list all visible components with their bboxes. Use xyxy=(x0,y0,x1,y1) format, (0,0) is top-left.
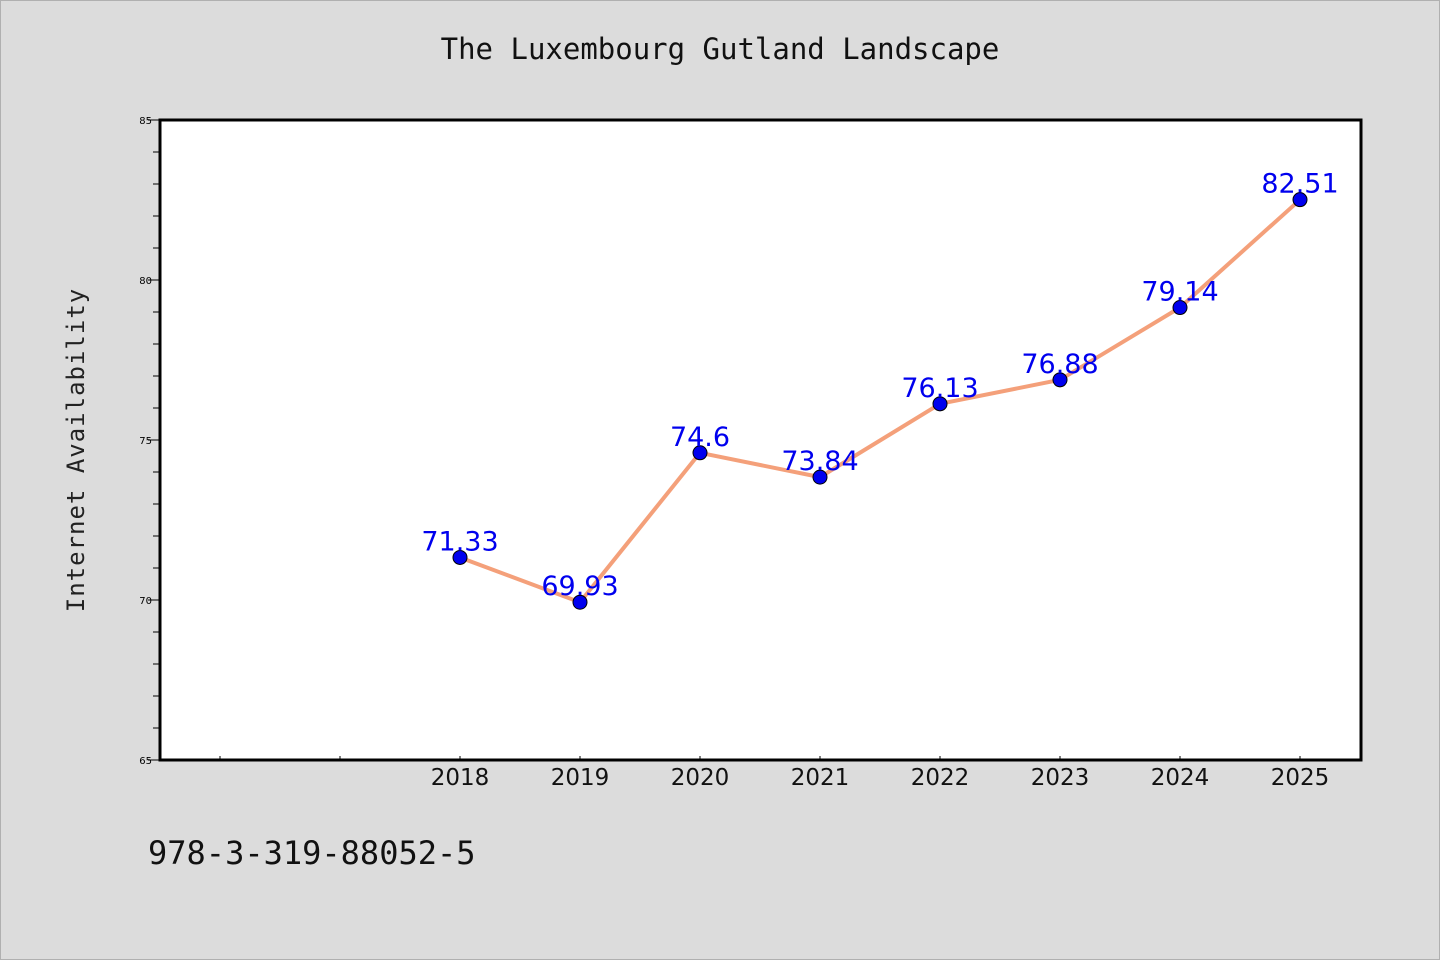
data-point xyxy=(812,469,828,485)
x-tick-label: 2021 xyxy=(791,765,850,791)
data-point xyxy=(572,594,588,610)
x-tick-label: 2022 xyxy=(911,765,970,791)
x-axis-ticks: 2018 2019 2020 2021 2022 2023 2024 2025 xyxy=(219,756,1330,791)
data-label: 79.14 xyxy=(1141,277,1218,308)
y-tick-label: 80 xyxy=(139,276,152,287)
data-label: 76.88 xyxy=(1021,349,1098,380)
x-tick-label: 2020 xyxy=(671,765,730,791)
x-tick-label: 2025 xyxy=(1271,765,1330,791)
y-axis-ticks: 65 70 75 80 85 xyxy=(139,116,159,767)
y-tick-label: 75 xyxy=(139,436,152,447)
series-labels: 71.33 69.93 74.6 73.84 76.13 76.88 79.14 82.51 xyxy=(421,169,1338,603)
data-point xyxy=(692,445,708,461)
series-line xyxy=(458,197,1302,605)
chart-title: The Luxembourg Gutland Landscape xyxy=(440,32,1000,66)
series-lines xyxy=(458,197,1302,605)
x-tick-label: 2023 xyxy=(1031,765,1090,791)
footer-code: 978-3-319-88052-5 xyxy=(148,834,476,872)
plot-area xyxy=(158,118,1363,762)
data-point xyxy=(932,396,948,412)
series-points xyxy=(452,192,1308,610)
data-point xyxy=(1172,300,1188,316)
data-label: 69.93 xyxy=(541,571,618,602)
x-tick-label: 2024 xyxy=(1151,765,1210,791)
x-tick-label: 2018 xyxy=(431,765,490,791)
data-label: 76.13 xyxy=(901,373,978,404)
y-tick-label: 65 xyxy=(139,756,152,767)
data-point xyxy=(1292,192,1308,208)
data-label: 71.33 xyxy=(421,526,498,557)
data-label: 73.84 xyxy=(781,446,858,477)
data-label: 82.51 xyxy=(1261,169,1338,200)
data-point xyxy=(1052,372,1068,388)
data-label: 74.6 xyxy=(670,422,730,453)
x-tick-label: 2019 xyxy=(551,765,610,791)
y-tick-label: 70 xyxy=(139,596,152,607)
data-point xyxy=(452,549,468,565)
y-tick-label: 85 xyxy=(139,116,152,127)
